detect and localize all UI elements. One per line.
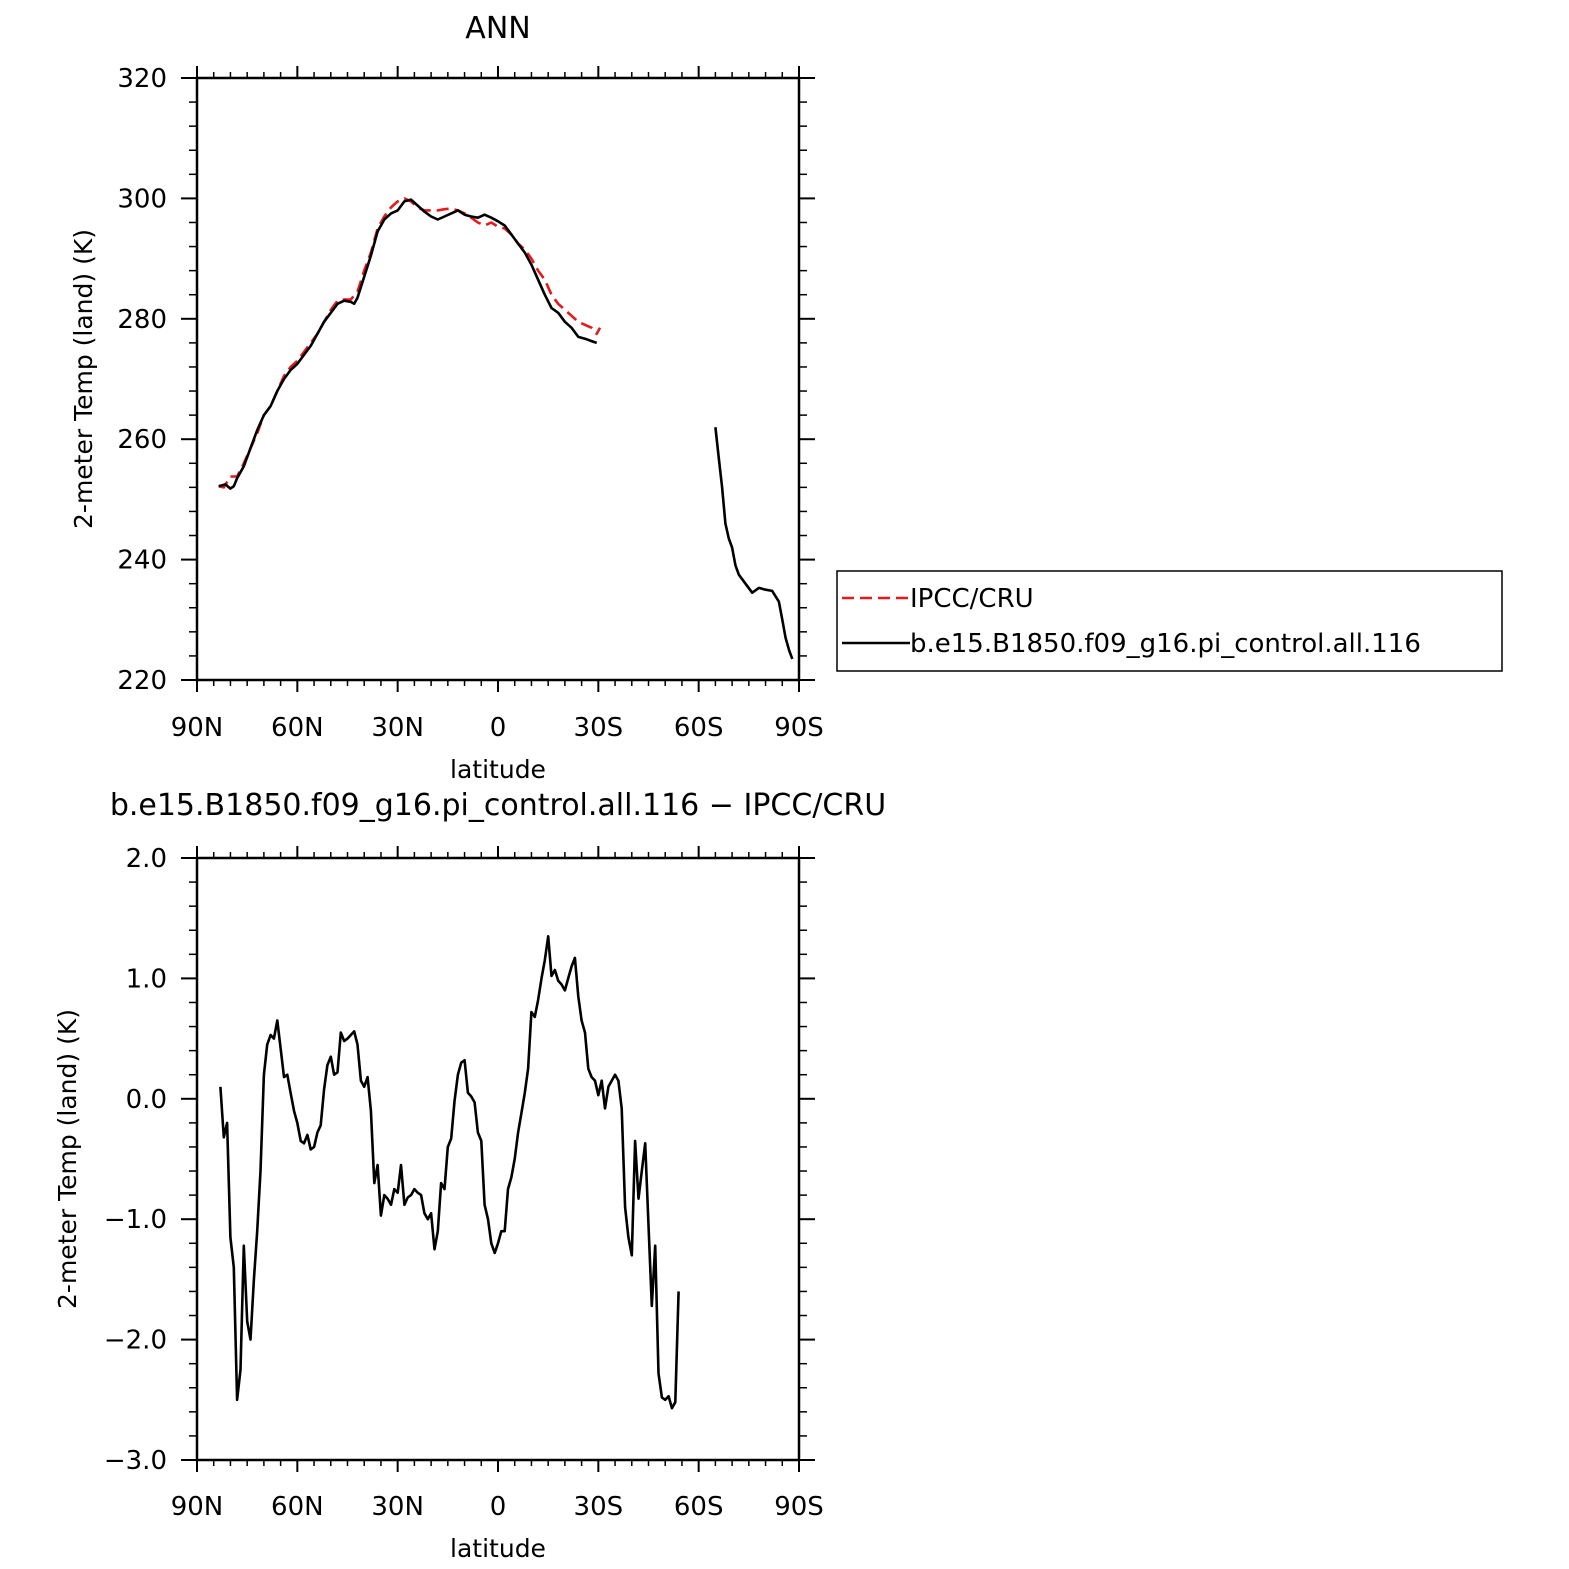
x-tick-label: 90S [774, 713, 824, 743]
x-axis-label: latitude [450, 1534, 546, 1563]
x-tick-label: 60N [271, 1492, 324, 1522]
axis-ticks [181, 846, 815, 1472]
y-tick-label: 260 [117, 425, 167, 455]
y-tick-label: 300 [117, 184, 167, 214]
series-line-1-segment-0 [218, 198, 598, 490]
y-tick-label: 240 [117, 546, 167, 576]
x-tick-label: 90N [171, 1492, 224, 1522]
legend-box [836, 570, 1503, 672]
x-tick-label: 30N [371, 713, 424, 743]
x-tick-label: 0 [490, 1492, 507, 1522]
x-tick-label: 30N [371, 1492, 424, 1522]
x-tick-label: 90S [774, 1492, 824, 1522]
y-tick-label: −3.0 [104, 1446, 167, 1476]
x-tick-label: 0 [490, 713, 507, 743]
x-tick-label: 90N [171, 713, 224, 743]
y-axis-label: 2-meter Temp (land) (K) [53, 1009, 82, 1309]
legend-entry-label: IPCC/CRU [910, 584, 1034, 614]
x-axis-label: latitude [450, 755, 546, 784]
y-tick-label: 220 [117, 666, 167, 696]
plot-frame [195, 76, 801, 682]
legend: IPCC/CRU b.e15.B1850.f09_g16.pi_control.a… [836, 570, 1503, 672]
axis-ticks [181, 66, 815, 692]
x-tick-label: 60S [674, 713, 724, 743]
y-axis-label: 2-meter Temp (land) (K) [69, 229, 98, 529]
series-line-0-segment-0 [218, 197, 602, 489]
plot-frame [195, 856, 801, 1462]
series-line-1-segment-1 [714, 427, 794, 660]
chart-bottom-panel: b.e15.B1850.f09_g16.pi_control.all.116 −… [53, 788, 886, 1563]
x-tick-label: 60S [674, 1492, 724, 1522]
y-tick-label: 0.0 [126, 1085, 167, 1115]
legend-entry-label: b.e15.B1850.f09_g16.pi_control.all.116 [910, 629, 1421, 659]
y-tick-label: −2.0 [104, 1326, 167, 1356]
x-tick-label: 30S [574, 713, 624, 743]
series-line-0-segment-0 [219, 935, 680, 1410]
chart-top-panel: ANN 90N 60N 30N 0 30S 60S 90S 220 240 260 280 300 320… [69, 11, 824, 784]
y-tick-label: 280 [117, 305, 167, 335]
y-tick-label: 320 [117, 64, 167, 94]
x-tick-label: 30S [574, 1492, 624, 1522]
chart-title: b.e15.B1850.f09_g16.pi_control.all.116 −… [110, 788, 886, 823]
chart-title: ANN [465, 11, 530, 46]
y-tick-label: 2.0 [126, 844, 167, 874]
y-tick-label: −1.0 [104, 1205, 167, 1235]
x-tick-label: 60N [271, 713, 324, 743]
y-tick-label: 1.0 [126, 964, 167, 994]
